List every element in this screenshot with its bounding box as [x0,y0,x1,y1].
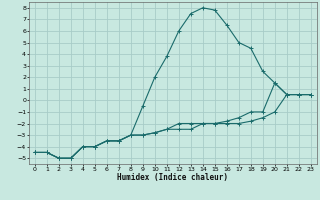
X-axis label: Humidex (Indice chaleur): Humidex (Indice chaleur) [117,173,228,182]
